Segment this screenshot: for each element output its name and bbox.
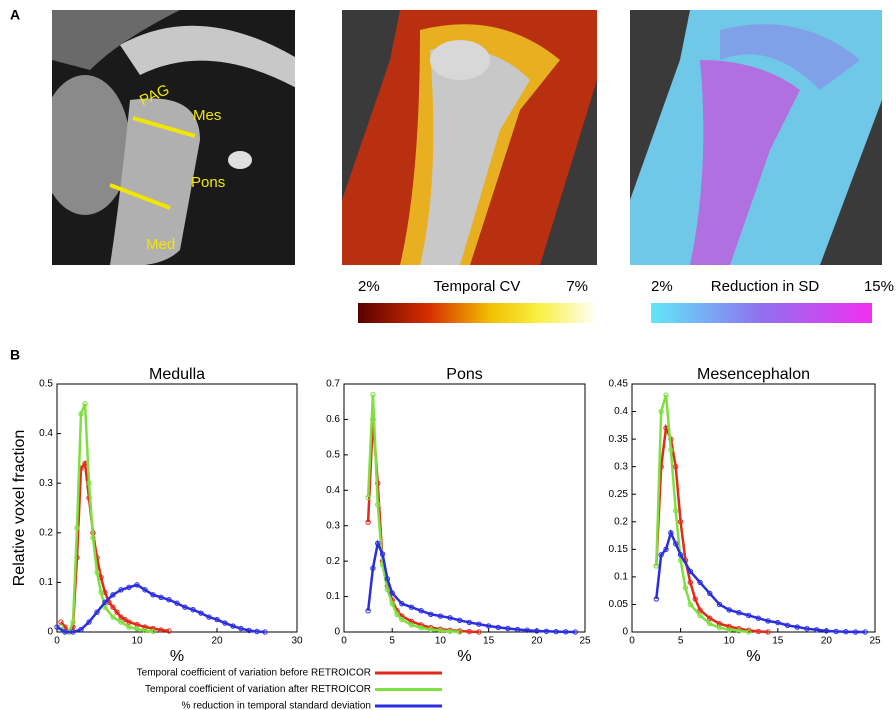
colorbar bbox=[358, 303, 598, 323]
x-tick-label: 15 bbox=[772, 636, 784, 647]
y-tick-label: 0.25 bbox=[609, 489, 629, 500]
figure: A PAG Mes Pons Med 2% Temporal CV 7% 2% … bbox=[0, 0, 896, 710]
series-line bbox=[57, 585, 265, 632]
y-tick-label: 0.2 bbox=[39, 527, 53, 538]
y-tick-label: 0.15 bbox=[609, 544, 629, 555]
x-tick-label: 10 bbox=[724, 636, 736, 647]
series-line bbox=[368, 395, 460, 632]
x-tick-label: 25 bbox=[869, 636, 881, 647]
legend-label: % reduction in temporal standard deviati… bbox=[181, 701, 371, 710]
y-tick-label: 0.1 bbox=[39, 577, 53, 588]
y-tick-label: 0.4 bbox=[39, 428, 53, 439]
x-tick-label: 0 bbox=[341, 636, 347, 647]
y-tick-label: 0.4 bbox=[614, 406, 628, 417]
series-line bbox=[368, 419, 479, 632]
series-line bbox=[368, 543, 575, 632]
y-tick-label: 0.5 bbox=[326, 449, 340, 460]
x-tick-label: 10 bbox=[435, 636, 447, 647]
annotation: Pons bbox=[191, 174, 225, 191]
annotation: Med bbox=[146, 236, 175, 253]
colorbar-title: Temporal CV bbox=[434, 278, 521, 295]
x-tick-label: 20 bbox=[211, 636, 223, 647]
colorbar-label: 15% bbox=[864, 278, 894, 295]
y-tick-label: 0 bbox=[622, 627, 628, 638]
y-tick-label: 0.05 bbox=[609, 599, 629, 610]
panel-label: A bbox=[10, 7, 20, 23]
panel-label: B bbox=[10, 347, 20, 363]
y-tick-label: 0 bbox=[334, 627, 340, 638]
y-tick-label: 0.35 bbox=[609, 434, 629, 445]
y-tick-label: 0.2 bbox=[614, 516, 628, 527]
y-tick-label: 0.3 bbox=[326, 520, 340, 531]
axes-box bbox=[57, 384, 297, 632]
colorbar bbox=[651, 303, 872, 323]
chart-title: Medulla bbox=[149, 366, 205, 383]
y-tick-label: 0.45 bbox=[609, 379, 629, 390]
annotation: Mes bbox=[193, 107, 221, 124]
x-tick-label: 30 bbox=[291, 636, 303, 647]
y-tick-label: 0 bbox=[47, 627, 53, 638]
mri-image bbox=[40, 10, 300, 266]
colorbar-label: 2% bbox=[358, 278, 380, 295]
series-line bbox=[656, 395, 748, 632]
x-tick-label: 25 bbox=[579, 636, 591, 647]
x-tick-label: 20 bbox=[531, 636, 543, 647]
colorbar-label: 7% bbox=[566, 278, 588, 295]
x-axis-label: % bbox=[746, 648, 760, 665]
cv-map bbox=[342, 10, 597, 265]
x-tick-label: 20 bbox=[821, 636, 833, 647]
colorbar-title: Reduction in SD bbox=[711, 278, 820, 295]
y-tick-label: 0.1 bbox=[326, 591, 340, 602]
y-tick-label: 0.7 bbox=[326, 379, 340, 390]
legend-label: Temporal coefficient of variation before… bbox=[137, 668, 371, 679]
x-tick-label: 10 bbox=[131, 636, 143, 647]
y-tick-label: 0.5 bbox=[39, 379, 53, 390]
x-tick-label: 15 bbox=[483, 636, 495, 647]
x-tick-label: 0 bbox=[629, 636, 635, 647]
y-tick-label: 0.4 bbox=[326, 485, 340, 496]
sd-map bbox=[630, 10, 882, 265]
legend-label: Temporal coefficient of variation after … bbox=[145, 684, 371, 695]
x-axis-label: % bbox=[457, 648, 471, 665]
y-tick-label: 0.2 bbox=[326, 556, 340, 567]
series-line bbox=[656, 428, 768, 632]
x-tick-label: 0 bbox=[54, 636, 60, 647]
y-tick-label: 0.3 bbox=[614, 461, 628, 472]
chart-title: Mesencephalon bbox=[697, 366, 810, 383]
x-axis-label: % bbox=[170, 648, 184, 665]
x-tick-label: 5 bbox=[678, 636, 684, 647]
y-axis-label: Relative voxel fraction bbox=[11, 430, 28, 587]
y-tick-label: 0.1 bbox=[614, 572, 628, 583]
y-tick-label: 0.6 bbox=[326, 414, 340, 425]
x-tick-label: 5 bbox=[389, 636, 395, 647]
y-tick-label: 0.3 bbox=[39, 478, 53, 489]
colorbar-label: 2% bbox=[651, 278, 673, 295]
chart-title: Pons bbox=[446, 366, 482, 383]
